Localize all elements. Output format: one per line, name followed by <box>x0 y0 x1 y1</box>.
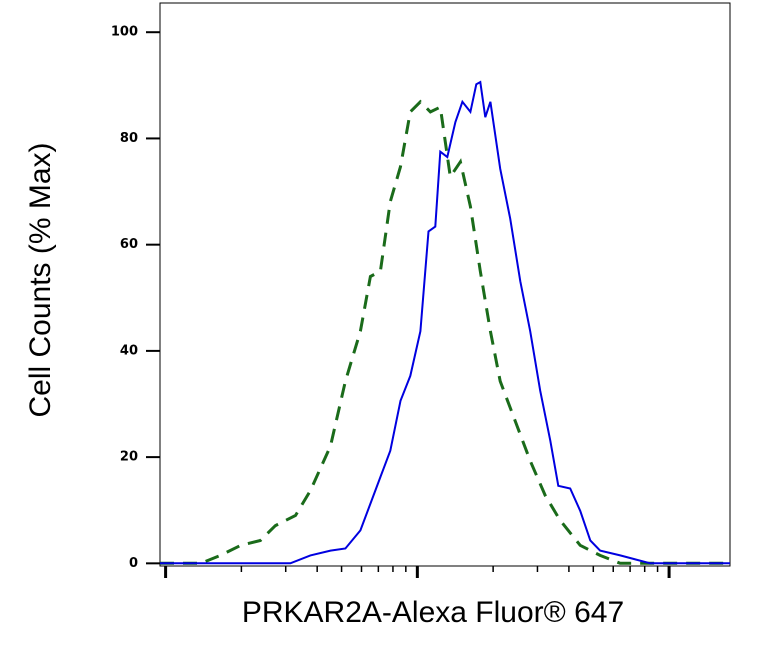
y-tick-label: 100 <box>111 25 138 40</box>
y-axis-title: Cell Counts (% Max) <box>24 142 57 417</box>
y-tick-label: 60 <box>120 237 138 252</box>
y-tick-label: 40 <box>120 343 138 358</box>
series-line <box>160 99 730 565</box>
plot-frame <box>159 2 731 567</box>
y-tick-label: 80 <box>120 131 138 146</box>
series-line <box>160 80 730 565</box>
x-axis-title: PRKAR2A-Alexa Fluor® 647 <box>242 596 624 629</box>
y-tick-label: 0 <box>129 556 138 571</box>
y-tick-label: 20 <box>120 450 138 465</box>
